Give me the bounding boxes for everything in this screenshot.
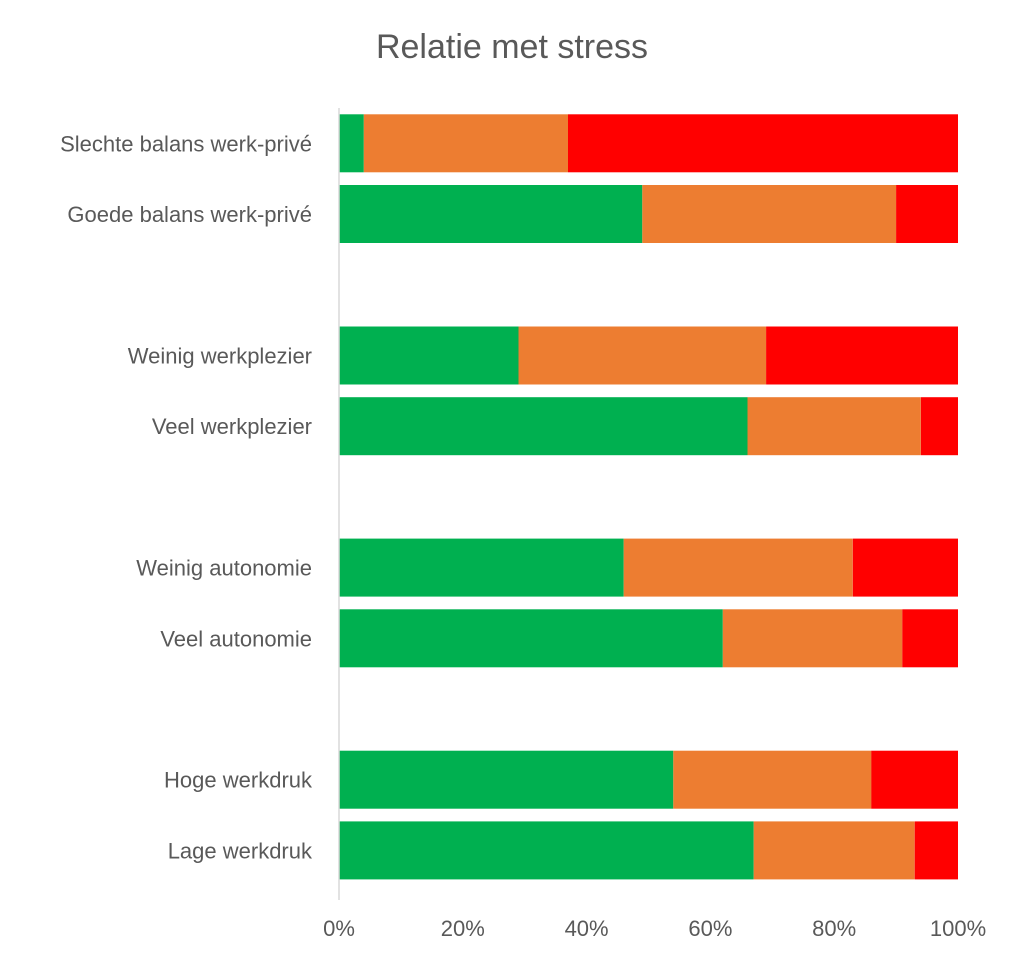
bar-segment-10-series-2 <box>673 750 872 809</box>
bar-segment-2-series-2 <box>642 185 897 243</box>
category-labels: Slechte balans werk-privé Goede balans we… <box>60 131 313 863</box>
bars-layer <box>339 114 958 880</box>
category-label: Hoge werkdruk <box>164 768 313 793</box>
x-tick-label: 80% <box>812 916 856 941</box>
category-label: Weinig autonomie <box>136 556 312 581</box>
category-label: Veel werkplezier <box>152 414 312 439</box>
bar-segment-2-series-3 <box>896 185 958 243</box>
bar-segment-4-series-3 <box>766 326 958 385</box>
bar-segment-1-series-2 <box>363 114 569 173</box>
bar-segment-1-series-1 <box>339 114 364 173</box>
x-tick-label: 20% <box>441 916 485 941</box>
x-tick-label: 100% <box>930 916 986 941</box>
bar-segment-11-series-3 <box>914 821 958 880</box>
bar-segment-5-series-3 <box>920 397 958 456</box>
x-tick-label: 40% <box>565 916 609 941</box>
chart-title: Relatie met stress <box>375 28 649 66</box>
x-axis-ticks: 0% 20% 40% 60% 80% 100% <box>323 916 986 941</box>
bar-segment-11-series-1 <box>339 821 754 880</box>
bar-segment-8-series-3 <box>902 609 958 668</box>
category-label: Goede balans werk-privé <box>67 202 312 227</box>
bar-segment-8-series-2 <box>722 609 903 668</box>
x-tick-label: 60% <box>688 916 732 941</box>
bar-segment-5-series-2 <box>747 397 921 456</box>
bar-segment-7-series-3 <box>852 538 958 597</box>
bar-segment-10-series-3 <box>871 750 958 809</box>
x-tick-label: 0% <box>323 916 355 941</box>
bar-segment-10-series-1 <box>339 750 674 809</box>
category-label: Weinig werkplezier <box>128 344 312 369</box>
category-label: Veel autonomie <box>160 626 312 651</box>
bar-segment-7-series-1 <box>339 538 624 597</box>
bar-segment-1-series-3 <box>568 114 958 173</box>
bar-segment-11-series-2 <box>753 821 915 880</box>
category-label: Lage werkdruk <box>168 838 313 863</box>
bar-segment-7-series-2 <box>623 538 853 597</box>
bar-segment-4-series-2 <box>518 326 767 385</box>
bar-segment-8-series-1 <box>339 609 723 668</box>
bar-segment-4-series-1 <box>339 326 519 385</box>
category-label: Slechte balans werk-privé <box>60 131 312 156</box>
bar-segment-5-series-1 <box>339 397 748 456</box>
bar-segment-2-series-1 <box>339 185 643 243</box>
